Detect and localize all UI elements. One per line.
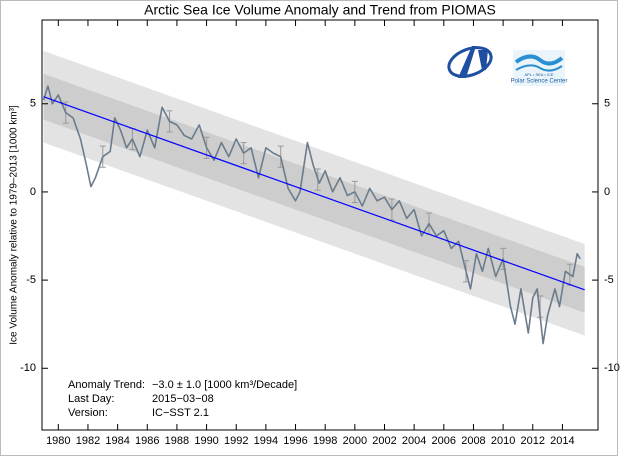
y-tick-label: -10 xyxy=(20,362,36,374)
x-tick-label: 1990 xyxy=(194,435,218,447)
y-tick-label: -10 xyxy=(604,362,620,374)
x-tick-label: 2004 xyxy=(402,435,426,447)
annotation-label: Anomaly Trend: xyxy=(68,379,145,391)
x-tick-label: 1986 xyxy=(135,435,159,447)
y-tick-label: 5 xyxy=(604,98,610,110)
y-tick-label: -5 xyxy=(26,274,36,286)
x-tick-label: 1994 xyxy=(254,435,278,447)
x-tick-label: 1996 xyxy=(283,435,307,447)
x-tick-label: 2000 xyxy=(343,435,367,447)
logo-text: Polar Science Center xyxy=(511,79,568,85)
y-tick-label: 0 xyxy=(604,186,610,198)
y-tick-label: 0 xyxy=(30,186,36,198)
x-tick-label: 1984 xyxy=(105,435,129,447)
y-tick-label: -5 xyxy=(604,274,614,286)
x-tick-label: 2002 xyxy=(372,435,396,447)
apl-logo xyxy=(447,46,493,78)
x-tick-label: 2006 xyxy=(432,435,456,447)
annotation-label: Version: xyxy=(68,407,108,419)
x-tick-label: 1982 xyxy=(76,435,100,447)
x-tick-label: 1980 xyxy=(46,435,70,447)
x-tick-label: 1988 xyxy=(165,435,189,447)
psc-logo: APL • SEA • ICE Polar Science Center xyxy=(511,50,568,86)
x-tick-label: 2014 xyxy=(550,435,574,447)
chart-title: Arctic Sea Ice Volume Anomaly and Trend … xyxy=(144,2,496,18)
marks xyxy=(42,85,585,345)
y-tick-label: 5 xyxy=(30,98,36,110)
y-axis-label: Ice Volume Anomaly relative to 1979–2013… xyxy=(9,105,20,345)
annotation-label: Last Day: xyxy=(68,393,114,405)
annotation-value: 2015−03−08 xyxy=(152,393,214,405)
annotation-value: IC−SST 2.1 xyxy=(152,407,209,419)
logo-text: APL • SEA • ICE xyxy=(524,72,553,77)
plot-frame xyxy=(41,19,599,431)
trend-line xyxy=(43,96,585,291)
annotation-value: −3.0 ± 1.0 [1000 km³/Decade] xyxy=(152,379,297,391)
x-tick-label: 2008 xyxy=(461,435,485,447)
x-tick-label: 2010 xyxy=(491,435,515,447)
series-line xyxy=(42,85,581,345)
x-tick-label: 1992 xyxy=(224,435,248,447)
x-tick-label: 1998 xyxy=(313,435,337,447)
x-tick-label: 2012 xyxy=(521,435,545,447)
